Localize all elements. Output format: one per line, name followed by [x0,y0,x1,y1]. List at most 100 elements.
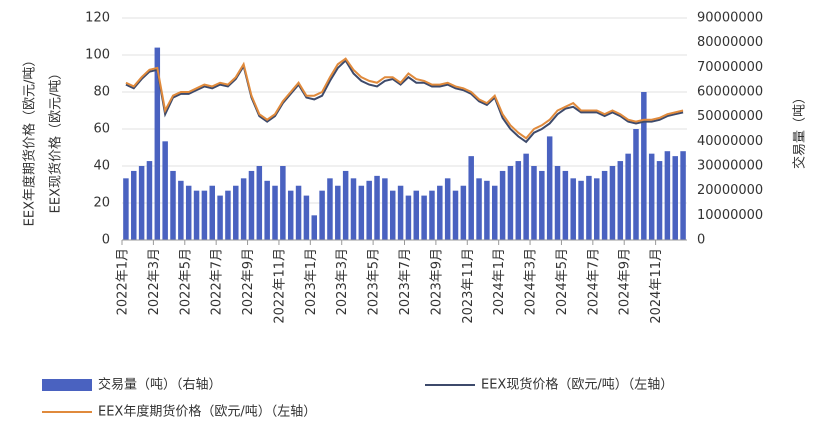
bar [484,180,490,240]
bar [335,185,341,240]
bar [225,190,231,240]
x-tick-label: 2023年7月 [398,248,413,315]
y-tick-label: 20 [93,196,110,211]
x-tick-label: 2023年5月 [367,248,382,315]
bar [570,178,576,240]
bar [397,185,404,240]
bar [421,195,427,240]
bar [664,151,671,240]
bar [437,185,443,240]
bar [531,166,537,240]
x-tick-label: 2022年5月 [178,248,193,315]
bar [429,190,435,240]
bar [515,161,522,240]
x-tick-label: 2022年3月 [147,248,162,315]
bar [546,136,553,240]
y-tick-label: 120 [85,11,110,26]
bar [539,170,545,240]
bar [625,153,631,240]
bar [240,178,247,240]
y-tick-label: 60 [93,122,110,137]
x-tick-label: 2023年3月 [335,248,350,315]
bar [468,156,474,240]
line [125,57,684,140]
y-tick-label: 0 [102,233,110,248]
bar [476,178,482,240]
bar [287,190,294,240]
bar [633,129,639,240]
line [125,58,684,144]
bar [648,153,655,240]
bar [319,190,325,240]
bar [138,166,145,240]
y2-tick-label: 90000000 [697,11,763,26]
bar [295,185,302,240]
y-tick-label: 100 [85,48,110,63]
bar [170,170,176,240]
x-tick-label: 2024年3月 [524,248,539,315]
bar [311,215,318,240]
x-tick-label: 2023年9月 [429,248,444,315]
bar [154,47,161,240]
legend-label: 交易量（吨）（右轴） [98,377,222,393]
bar [680,151,686,240]
y-axis-title: EEX年度期货价格（欧元/吨） [22,54,38,227]
x-tick-label: 2024年1月 [492,248,507,315]
x-tick-label: 2024年7月 [586,248,601,315]
y2-tick-label: 10000000 [697,208,763,223]
bar [586,175,592,240]
y-tick-label: 80 [93,85,110,100]
legend-label: EEX现货价格（欧元/吨）（左轴） [481,377,673,393]
bar [554,166,561,240]
bar [264,180,270,240]
bar [382,178,388,240]
bar [272,185,278,240]
x-tick-label: 2023年11月 [461,248,476,324]
y2-tick-label: 70000000 [697,60,763,75]
x-tick-label: 2024年9月 [618,248,633,315]
bar [641,92,647,240]
bar [444,178,451,240]
bar [256,166,263,240]
bar [656,161,663,240]
bar [193,190,200,240]
bar [327,178,333,240]
x-tick-label: 2022年1月 [116,248,131,315]
bar [201,190,208,240]
x-tick-label: 2024年5月 [555,248,570,315]
bar [609,166,616,240]
legend-label: EEX年度期货价格（欧元/吨）（左轴） [98,404,316,420]
bar [162,141,168,240]
x-tick-label: 2022年9月 [241,248,256,315]
bar [405,195,412,240]
bar [594,178,600,240]
bar [178,180,184,240]
bar [523,153,529,240]
bar [217,195,223,240]
y-tick-label: 40 [93,159,110,174]
legend-swatch [42,379,92,391]
bar [601,170,608,240]
y-axis-title: EEX现货价格（欧元/吨） [48,67,64,214]
bar [209,185,215,240]
bar [499,170,506,240]
x-tick-label: 2022年7月 [210,248,225,315]
bar [389,190,396,240]
bar [672,156,678,240]
y2-tick-label: 80000000 [697,35,763,50]
bar [617,161,624,240]
bar [350,178,357,240]
bar [460,185,467,240]
y2-tick-label: 40000000 [697,134,763,149]
bar [146,161,153,240]
y2-tick-label: 30000000 [697,159,763,174]
bar [366,180,372,240]
bar [131,170,137,240]
bar [578,180,584,240]
bar [248,170,255,240]
bar [185,185,192,240]
bar [374,175,380,240]
bar [342,170,349,240]
y2-tick-label: 20000000 [697,183,763,198]
